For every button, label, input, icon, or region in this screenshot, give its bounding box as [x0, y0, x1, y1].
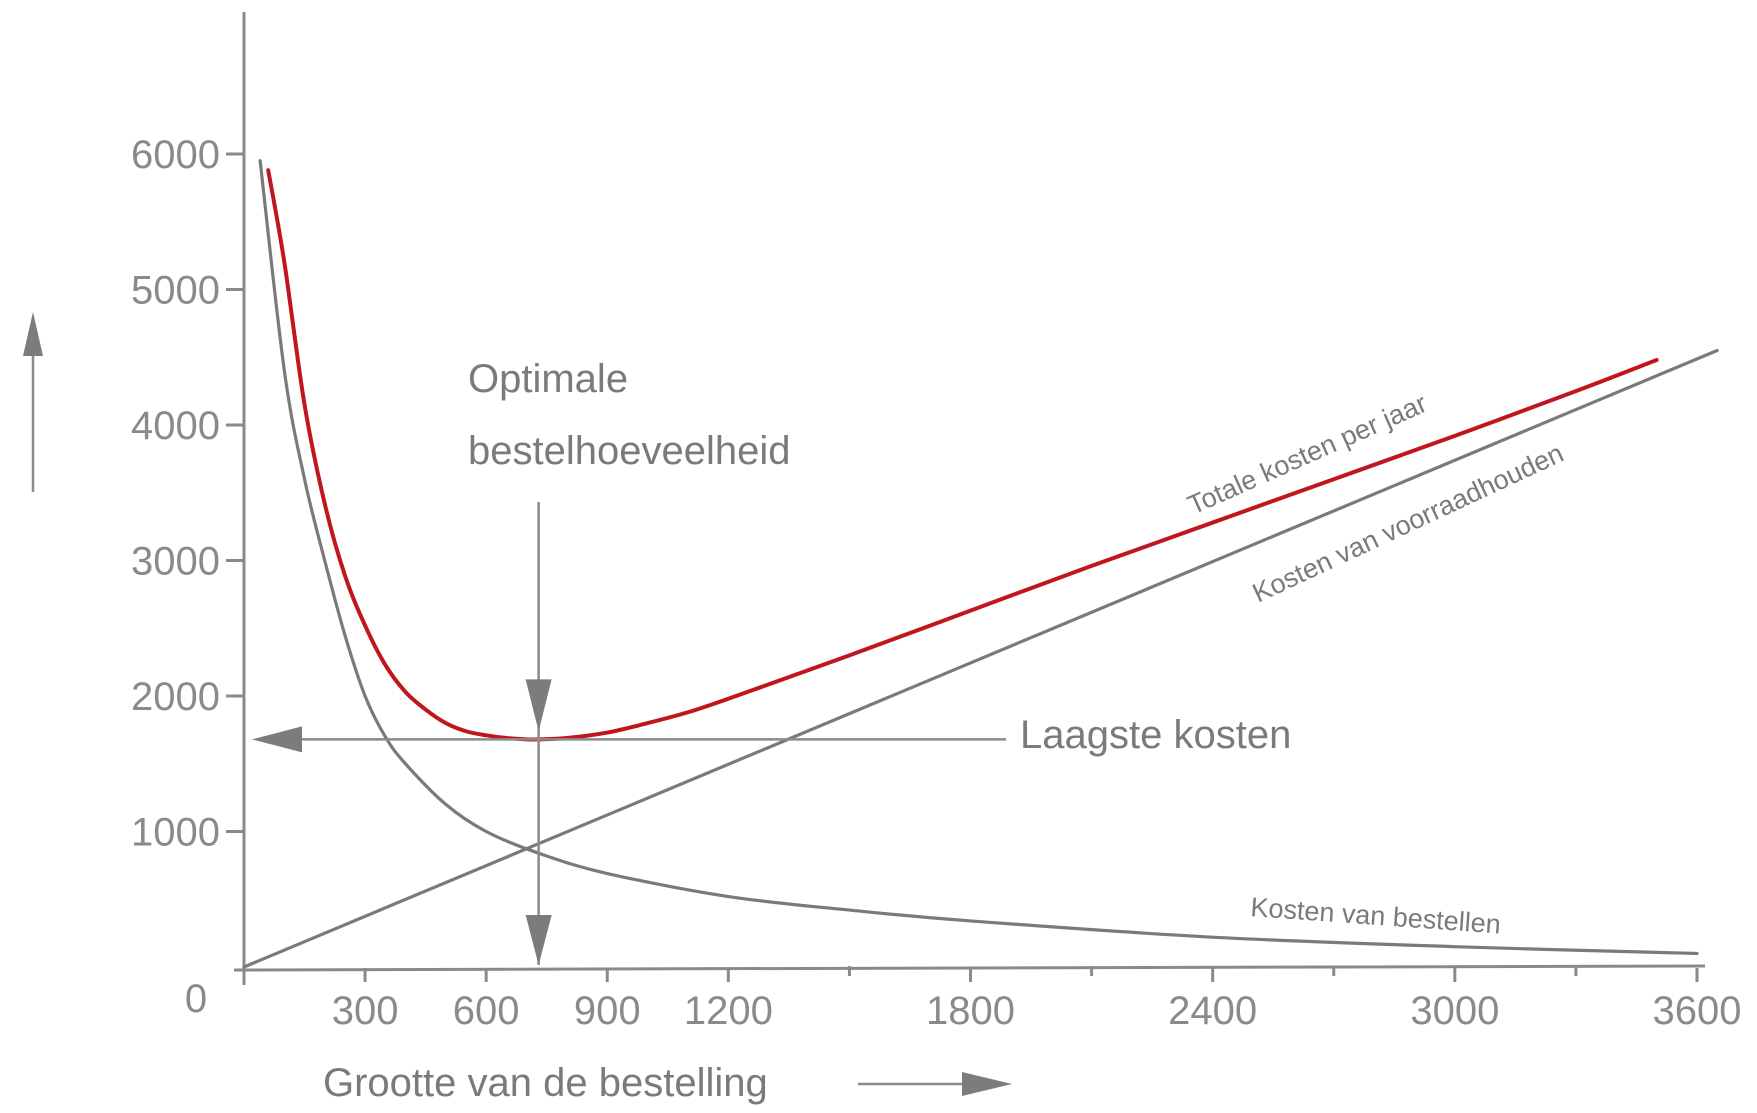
x-tick-label: 300 [332, 989, 399, 1033]
x-ticks: 300 600 900 1200 1800 2400 3000 3600 [332, 966, 1742, 1033]
series-layer [242, 159, 1719, 969]
x-tick-label: 3600 [1653, 989, 1742, 1033]
series-label-ordering-costs: Kosten van bestellen [1250, 892, 1502, 939]
optimum-arrow-down [525, 679, 552, 732]
series-label-total-costs: Totale kosten per jaar [1183, 388, 1431, 520]
x-direction-arrow [858, 1072, 1012, 1096]
y-tick-label: 5000 [131, 269, 220, 313]
y-tick-label: 4000 [131, 404, 220, 448]
guides [252, 502, 1006, 965]
y-tick-label: 1000 [131, 811, 220, 855]
series-ordering-costs [258, 159, 1699, 956]
series-holding-costs [242, 348, 1719, 969]
x-tick-label: 900 [574, 989, 641, 1033]
x-tick-label: 3000 [1410, 989, 1499, 1033]
y-ticks: 1000 2000 3000 4000 5000 6000 [131, 133, 244, 855]
y-tick-label: 3000 [131, 540, 220, 584]
y-direction-arrow [23, 312, 43, 492]
lowest-cost-arrow-left [252, 726, 302, 753]
optimum-label-line1: Optimale [468, 357, 628, 401]
x-axis-title: Grootte van de bestelling [323, 1061, 768, 1105]
lowest-cost-label: Laagste kosten [1020, 713, 1291, 757]
optimum-arrow-axis [525, 915, 552, 965]
x-tick-label: 2400 [1168, 989, 1257, 1033]
optimum-label-line2: bestelhoeveelheid [468, 429, 790, 473]
origin-label: 0 [185, 977, 207, 1021]
x-tick-label: 600 [453, 989, 520, 1033]
x-tick-label: 1800 [926, 989, 1015, 1033]
y-tick-label: 2000 [131, 675, 220, 719]
x-tick-label: 1200 [684, 989, 773, 1033]
y-tick-label: 6000 [131, 133, 220, 177]
